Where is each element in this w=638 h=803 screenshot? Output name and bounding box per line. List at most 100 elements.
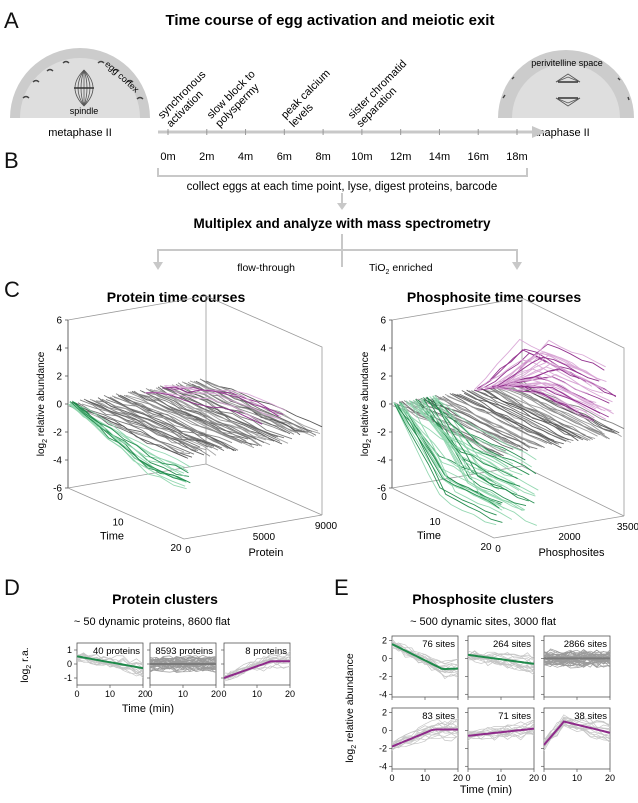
phospho-clusters-subtitle: ~ 500 dynamic sites, 3000 flat	[410, 616, 556, 628]
member-trace	[149, 654, 217, 663]
flat-trace	[492, 385, 596, 439]
decreasing-trace	[432, 398, 535, 504]
member-trace	[76, 652, 144, 664]
timepoint-label: 12m	[390, 151, 411, 163]
decreasing-trace	[399, 404, 503, 511]
protein-cluster-ylabel: log2 r.a.	[19, 647, 33, 682]
increasing-trace	[506, 362, 609, 393]
flat-trace	[478, 387, 581, 439]
decreasing-trace	[423, 397, 526, 461]
flat-trace	[113, 396, 231, 450]
member-trace	[391, 732, 459, 749]
floor-front	[67, 487, 323, 540]
spindle-icon	[74, 69, 94, 107]
index-tick-label: 3500	[617, 522, 638, 533]
flat-trace	[461, 390, 564, 445]
x-tick-label: 10	[420, 773, 430, 783]
member-trace	[391, 722, 459, 748]
member-trace	[76, 656, 144, 675]
cortical-granule-remnants	[502, 76, 630, 101]
decreasing-trace	[394, 403, 497, 516]
flat-trace	[476, 390, 579, 442]
timepoint-label: 10m	[351, 151, 372, 163]
flat-trace	[495, 387, 598, 437]
member-trace	[467, 719, 535, 738]
x-tick-label: 20	[211, 689, 221, 699]
decreasing-trace	[396, 403, 500, 490]
y-tick-label: -4	[379, 761, 387, 771]
increasing-trace	[169, 385, 287, 412]
flat-trace	[159, 385, 277, 439]
flat-trace	[135, 393, 253, 446]
flat-trace	[471, 390, 574, 442]
member-trace	[391, 642, 459, 668]
member-trace	[149, 664, 217, 671]
member-trace	[391, 718, 459, 747]
index-tick-label: 2000	[558, 532, 581, 543]
increasing-trace	[503, 382, 606, 412]
flat-trace	[454, 394, 557, 444]
flat-trace	[77, 402, 195, 455]
member-trace	[467, 658, 535, 673]
cluster-plot: 8593 proteins 0 10 20	[147, 642, 221, 699]
cluster-mean-trace	[76, 655, 144, 670]
decreasing-trace	[417, 399, 521, 487]
z-axis-label: log2 relative abundance	[36, 351, 49, 456]
event-peak-calcium: peak calciumlevels	[279, 67, 341, 129]
cluster-plot: 2866 sites	[541, 635, 611, 700]
panel-a-letter: A	[4, 8, 19, 33]
flat-trace	[463, 392, 567, 442]
flat-trace	[485, 386, 589, 441]
floor-front	[391, 487, 625, 539]
flat-trace	[69, 404, 187, 458]
cluster-count-label: 38 sites	[574, 711, 607, 722]
increasing-trace	[496, 356, 600, 387]
anaphase-egg: perivitelline space anaphase II	[498, 50, 634, 139]
index-tick-label: 9000	[315, 521, 338, 532]
x-tick-label: 20	[529, 773, 539, 783]
increasing-trace	[500, 361, 604, 390]
time-axis-label: Time	[417, 530, 441, 542]
increasing-trace	[146, 392, 263, 425]
z-tick-label: 4	[380, 344, 386, 355]
x-tick-label: 10	[252, 689, 262, 699]
flat-trace	[483, 389, 586, 436]
member-trace	[543, 718, 611, 740]
index-tick-label: 0	[185, 545, 191, 556]
flat-trace	[437, 397, 540, 447]
panel-e-letter: E	[334, 575, 349, 600]
index-tick-label: 0	[495, 544, 501, 555]
panel-a-title: Time course of egg activation and meioti…	[166, 12, 495, 29]
flat-trace	[105, 399, 223, 449]
cortical-granules	[22, 60, 144, 100]
member-trace	[149, 661, 217, 668]
y-tick-label: 0	[67, 659, 72, 669]
y-tick-label: -1	[64, 673, 72, 683]
decreasing-trace	[410, 400, 514, 465]
flat-trace	[430, 398, 533, 449]
decreasing-trace	[434, 394, 537, 526]
increasing-trace	[162, 386, 279, 417]
spindle-label: spindle	[70, 106, 99, 116]
index-axis-label: Protein	[248, 547, 283, 559]
timeline-ticks	[167, 129, 518, 135]
time-tick-label: 10	[112, 518, 124, 529]
panel-b-letter: B	[4, 148, 19, 173]
member-trace	[467, 731, 535, 740]
member-trace	[543, 725, 611, 751]
time-tick-label: 0	[57, 492, 63, 503]
z-tick-label: 4	[56, 344, 62, 355]
flat-trace	[452, 393, 555, 441]
split-arrows	[157, 234, 518, 267]
time-tick-label: 20	[170, 543, 182, 554]
member-trace	[467, 719, 535, 732]
flat-trace	[81, 403, 199, 452]
decreasing-trace	[420, 398, 523, 512]
decreasing-trace	[396, 404, 500, 509]
back-wall-edge	[67, 295, 207, 321]
y-tick-label: -2	[379, 671, 387, 681]
decreasing-trace	[405, 400, 509, 468]
flat-trace	[123, 394, 241, 443]
